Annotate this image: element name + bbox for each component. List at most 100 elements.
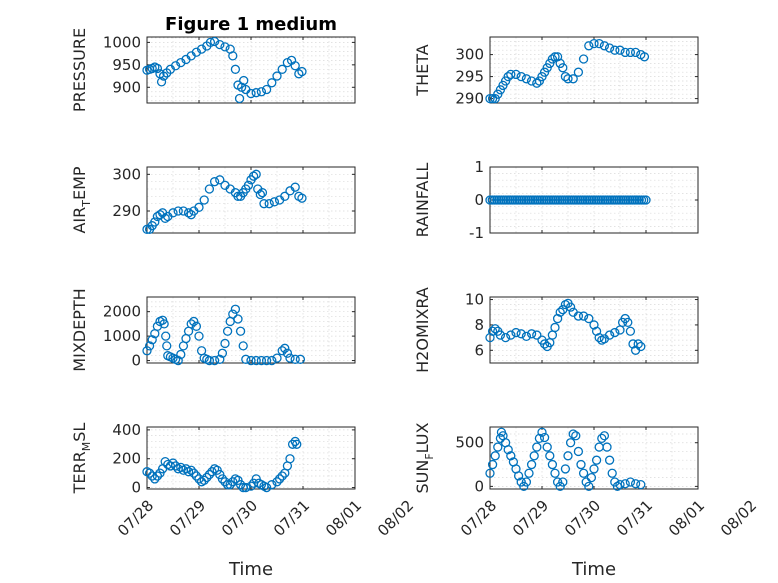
data-point [147,335,157,345]
y-tick-label: 0 [474,191,484,209]
data-point [243,180,254,190]
data-point [604,330,615,340]
data-point [170,61,181,71]
data-point [272,353,282,363]
data-point [220,42,230,52]
data-point [205,37,216,48]
data-point [246,355,256,366]
x-tick-label: 07/28 [457,497,500,540]
data-point [246,481,256,491]
data-point [168,458,178,468]
data-point [142,346,152,356]
data-point [565,302,576,312]
data-point [602,442,612,452]
data-point [511,69,521,80]
data-point [485,93,495,104]
data-point [604,43,615,53]
x-tick-label: 07/29 [166,497,209,540]
series-markers [142,36,307,104]
data-point [165,461,176,471]
data-point [485,468,495,478]
data-point [217,348,228,358]
data-point [495,330,506,340]
data-point [589,464,599,474]
data-point [295,354,306,364]
y-axis-label: MIXDEPTH [70,288,89,371]
data-point [487,326,498,336]
y-tick-label: 10 [465,291,484,309]
data-point [555,307,565,317]
series-markers [142,304,306,366]
y-axis-label: PRESSURE [70,28,89,112]
data-point [516,329,526,339]
data-point [597,433,607,444]
data-point [591,326,602,336]
data-point [150,217,160,227]
data-point [178,206,189,216]
data-point [547,459,558,470]
y-axis-label: RAINFALL [413,163,432,238]
data-point [199,475,209,485]
data-point [277,471,287,481]
data-point [633,339,643,349]
data-point [534,433,545,444]
data-point [584,481,594,492]
y-tick-label: 2000 [103,303,141,321]
data-point [241,482,251,493]
y-axis-label: H2OMIXRA [413,287,432,373]
data-point [550,322,560,333]
y-tick-label: 1000 [103,33,141,51]
data-point [604,455,615,465]
data-point [285,454,295,464]
data-point [521,74,532,84]
x-tick-label: 08/01 [322,497,365,540]
series-markers [485,427,646,492]
series-markers [485,298,646,355]
y-tick-label: 1 [474,158,484,176]
data-point [516,71,526,82]
data-point [162,341,172,351]
data-point [255,189,266,200]
data-point [194,202,204,212]
data-point [615,479,625,490]
y-tick-label: 900 [112,78,141,96]
data-point [147,471,157,481]
data-point [256,355,267,366]
data-point [539,339,550,349]
data-point [290,61,300,71]
data-point [568,74,578,84]
data-point [204,355,215,366]
data-point [168,208,178,218]
data-point [189,316,199,327]
series-markers [485,38,650,104]
data-point [282,348,293,358]
data-point [558,63,568,73]
data-point [578,54,589,64]
data-point [259,199,269,209]
data-point [292,439,302,449]
data-point [537,427,547,437]
data-point [620,479,630,489]
panel-air-temp: 290 300 AIRTEMP [70,165,356,234]
data-point [526,459,537,470]
data-point [287,439,298,449]
data-point [563,74,573,84]
y-tick-label: 8 [474,316,484,334]
data-point [261,482,272,493]
data-point [568,429,578,439]
data-point [150,474,160,484]
data-point [248,171,259,181]
data-point [251,169,261,179]
data-point [233,314,243,324]
x-tick-label: 07/31 [613,497,656,540]
data-point [594,332,604,343]
data-point [228,477,238,487]
data-point [158,71,169,81]
data-point [547,54,558,64]
x-axis-label: Time [228,559,273,580]
data-point [573,67,584,77]
data-point [176,462,186,473]
data-point [264,199,274,209]
x-tick-label: 07/29 [509,497,552,540]
data-point [550,468,560,478]
